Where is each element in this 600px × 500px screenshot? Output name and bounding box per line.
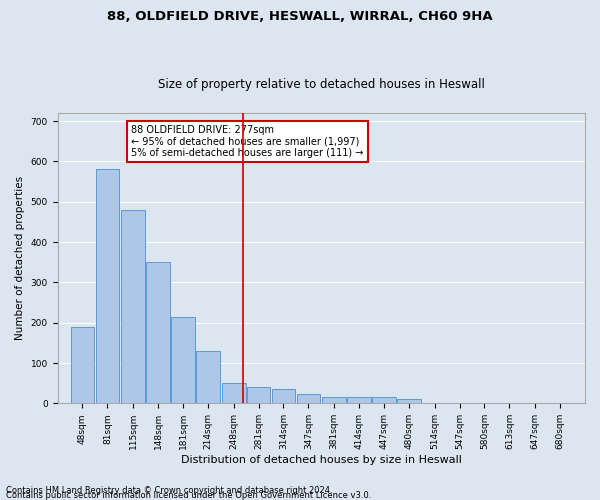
Text: Contains public sector information licensed under the Open Government Licence v3: Contains public sector information licen… (6, 491, 371, 500)
Bar (322, 398, 346, 404)
Bar (347, 398, 371, 404)
Bar (272, 389, 295, 404)
Bar (222, 383, 245, 404)
Title: Size of property relative to detached houses in Heswall: Size of property relative to detached ho… (158, 78, 485, 91)
Bar (196, 351, 220, 404)
Bar (296, 394, 320, 404)
Y-axis label: Number of detached properties: Number of detached properties (15, 176, 25, 340)
Bar (95, 170, 119, 404)
Bar (372, 398, 396, 404)
Bar (71, 326, 94, 404)
Text: Contains HM Land Registry data © Crown copyright and database right 2024.: Contains HM Land Registry data © Crown c… (6, 486, 332, 495)
Bar (397, 400, 421, 404)
Bar (146, 262, 170, 404)
Text: 88 OLDFIELD DRIVE: 277sqm
← 95% of detached houses are smaller (1,997)
5% of sem: 88 OLDFIELD DRIVE: 277sqm ← 95% of detac… (131, 124, 364, 158)
Text: 88, OLDFIELD DRIVE, HESWALL, WIRRAL, CH60 9HA: 88, OLDFIELD DRIVE, HESWALL, WIRRAL, CH6… (107, 10, 493, 23)
Bar (121, 210, 145, 404)
X-axis label: Distribution of detached houses by size in Heswall: Distribution of detached houses by size … (181, 455, 462, 465)
Bar (171, 316, 195, 404)
Bar (247, 387, 271, 404)
